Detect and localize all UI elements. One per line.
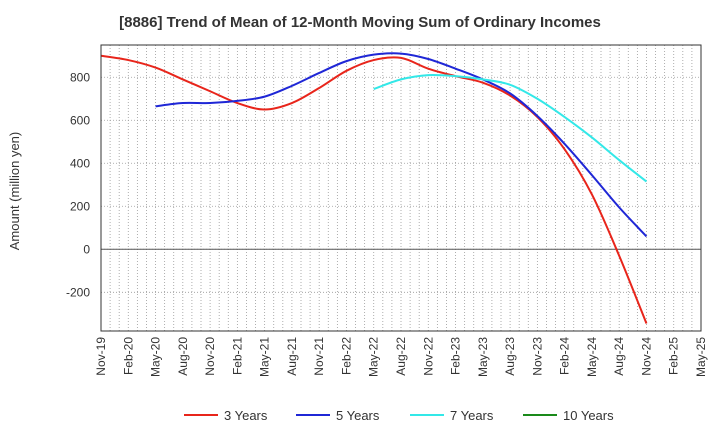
x-tick-label: Feb-21 xyxy=(230,337,244,375)
legend-label-3-years: 3 Years xyxy=(224,408,268,423)
x-tick-label: Feb-23 xyxy=(449,337,463,375)
chart-title: [8886] Trend of Mean of 12-Month Moving … xyxy=(119,14,601,31)
plot-background xyxy=(101,45,701,331)
x-tick-label: Nov-21 xyxy=(312,337,326,376)
series-lines xyxy=(100,52,648,324)
x-tick-label: Feb-22 xyxy=(339,337,353,375)
y-tick-label: 600 xyxy=(70,113,90,127)
legend: 3 Years 5 Years 7 Years 10 Years xyxy=(184,408,614,423)
x-tick-label: May-24 xyxy=(585,337,599,377)
x-axis: Nov-19 Feb-20 May-20 Aug-20 Nov-20 Feb-21 May-… xyxy=(94,337,708,377)
x-tick-label: Aug-20 xyxy=(176,337,190,376)
x-tick-label: Feb-20 xyxy=(121,337,135,375)
grid xyxy=(100,45,702,331)
x-tick-label: Nov-22 xyxy=(421,337,435,376)
series-line-3-years xyxy=(100,54,648,324)
series-line-7-years xyxy=(373,73,648,183)
x-tick-label: Aug-21 xyxy=(285,337,299,376)
legend-label-5-years: 5 Years xyxy=(336,408,380,423)
y-tick-label: -200 xyxy=(66,285,90,299)
y-tick-label: 0 xyxy=(83,242,90,256)
x-tick-label: Nov-20 xyxy=(203,337,217,376)
x-tick-label: Aug-24 xyxy=(612,337,626,376)
x-tick-label: May-22 xyxy=(367,337,381,377)
x-tick-label: May-20 xyxy=(149,337,163,377)
x-tick-label: May-25 xyxy=(694,337,708,377)
y-axis-title: Amount (million yen) xyxy=(7,132,22,251)
x-tick-label: Nov-19 xyxy=(94,337,108,376)
x-tick-label: Nov-24 xyxy=(639,337,653,376)
y-tick-label: 800 xyxy=(70,70,90,84)
y-tick-label: 200 xyxy=(70,199,90,213)
y-tick-label: 400 xyxy=(70,156,90,170)
plot-frame xyxy=(100,44,702,332)
x-tick-label: May-21 xyxy=(258,337,272,377)
x-tick-label: Feb-24 xyxy=(558,337,572,375)
x-tick-label: May-23 xyxy=(476,337,490,377)
series-line-5-years xyxy=(155,52,648,238)
legend-label-10-years: 10 Years xyxy=(563,408,614,423)
y-axis: -200 0 200 400 600 800 xyxy=(66,70,90,299)
x-tick-label: Aug-22 xyxy=(394,337,408,376)
legend-label-7-years: 7 Years xyxy=(450,408,494,423)
x-tick-label: Nov-23 xyxy=(530,337,544,376)
x-tick-label: Aug-23 xyxy=(503,337,517,376)
x-tick-label: Feb-25 xyxy=(667,337,681,375)
